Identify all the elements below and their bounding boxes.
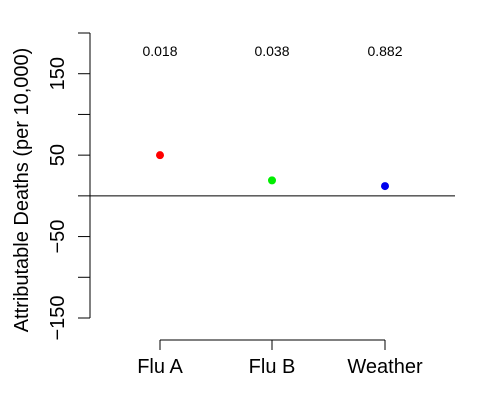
y-tick-label: −50 [47,220,69,254]
data-point [268,176,276,185]
x-axis: Flu A Flu B Weather [137,339,423,378]
y-axis-label: Attributable Deaths (per 10,000) [11,48,33,333]
annotation-label: 0.038 [254,43,289,59]
annotations: 0.018 0.038 0.882 [142,43,402,59]
annotation-label: 0.018 [142,43,177,59]
y-tick-label: 150 [47,57,69,90]
x-tick-label: Flu B [249,356,296,378]
x-tick-label: Weather [347,356,423,378]
data-point [156,151,164,160]
data-point [381,182,389,191]
x-tick-label: Flu A [137,356,183,378]
y-tick-label: −150 [47,295,69,340]
y-tick-label: 50 [47,144,69,166]
y-axis: −150 −50 50 150 [47,32,91,341]
data-points [156,151,389,191]
annotation-label: 0.882 [367,43,402,59]
